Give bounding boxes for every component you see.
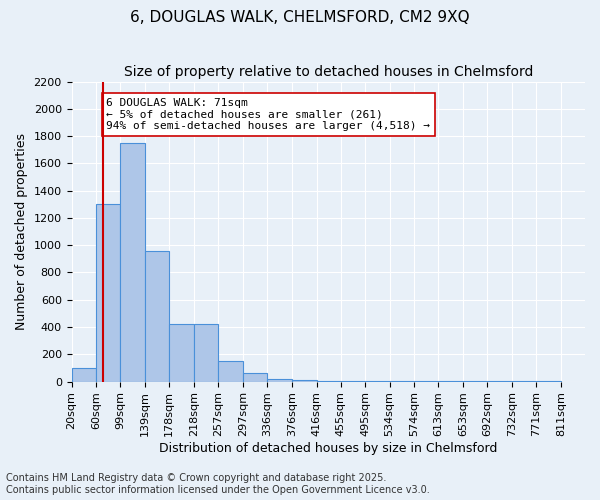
Bar xyxy=(218,361,243,382)
Bar xyxy=(71,368,96,382)
Bar xyxy=(121,143,145,382)
Text: Contains HM Land Registry data © Crown copyright and database right 2025.
Contai: Contains HM Land Registry data © Crown c… xyxy=(6,474,430,495)
Bar xyxy=(194,324,218,382)
Text: 6, DOUGLAS WALK, CHELMSFORD, CM2 9XQ: 6, DOUGLAS WALK, CHELMSFORD, CM2 9XQ xyxy=(130,10,470,25)
X-axis label: Distribution of detached houses by size in Chelmsford: Distribution of detached houses by size … xyxy=(159,442,497,455)
Y-axis label: Number of detached properties: Number of detached properties xyxy=(15,133,28,330)
Bar xyxy=(96,204,121,382)
Bar xyxy=(243,374,267,382)
Bar xyxy=(341,381,365,382)
Bar xyxy=(169,324,194,382)
Text: 6 DOUGLAS WALK: 71sqm
← 5% of detached houses are smaller (261)
94% of semi-deta: 6 DOUGLAS WALK: 71sqm ← 5% of detached h… xyxy=(106,98,430,131)
Bar xyxy=(317,381,341,382)
Bar xyxy=(267,379,292,382)
Title: Size of property relative to detached houses in Chelmsford: Size of property relative to detached ho… xyxy=(124,65,533,79)
Bar xyxy=(292,380,317,382)
Bar xyxy=(145,250,169,382)
